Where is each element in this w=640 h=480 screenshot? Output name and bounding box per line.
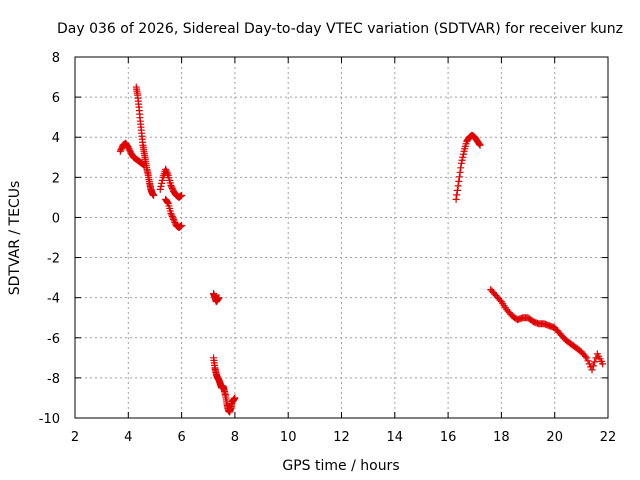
data-point-marker	[452, 195, 460, 203]
y-tick-label: -8	[47, 372, 60, 387]
data-point-marker	[116, 147, 124, 155]
y-tick-label: 0	[52, 211, 60, 226]
data-point-marker	[454, 182, 462, 190]
data-point-marker	[215, 294, 223, 302]
data-point-marker	[476, 141, 484, 149]
data-point-marker	[591, 358, 599, 366]
data-point-marker	[163, 168, 171, 176]
x-tick-label: 16	[440, 430, 457, 445]
y-tick-label: -2	[47, 252, 60, 267]
y-tick-label: 4	[52, 131, 60, 146]
x-tick-label: 6	[177, 430, 185, 445]
data-point-marker	[164, 198, 172, 206]
data-point-marker	[125, 145, 133, 153]
data-point-marker	[158, 179, 166, 187]
data-point-marker	[457, 159, 465, 167]
data-point-marker	[178, 221, 186, 229]
x-axis: 2 4 6 8 10 12 14 16 18 20 22	[71, 57, 616, 445]
data-point-marker	[162, 167, 170, 175]
data-point-marker	[168, 184, 176, 192]
y-tick-label: 2	[52, 171, 60, 186]
x-tick-label: 4	[124, 430, 132, 445]
data-point-marker	[178, 191, 186, 199]
data-point-marker	[171, 218, 179, 226]
data-point-marker	[585, 360, 593, 368]
data-point-marker	[124, 143, 132, 151]
data-point-marker	[459, 150, 467, 158]
data-point-marker	[458, 156, 466, 164]
data-point-marker	[117, 146, 125, 154]
data-point-marker	[118, 144, 126, 152]
data-point-marker	[583, 354, 591, 362]
data-point-marker	[599, 360, 607, 368]
y-tick-label: 8	[52, 51, 60, 66]
data-point-marker	[475, 140, 483, 148]
data-point-marker	[231, 394, 239, 402]
data-point-marker	[581, 352, 589, 360]
data-point-marker	[459, 153, 467, 161]
x-tick-label: 14	[387, 430, 404, 445]
data-point-marker	[157, 182, 165, 190]
data-point-marker	[584, 357, 592, 365]
data-point-marker	[453, 186, 461, 194]
x-tick-label: 8	[231, 430, 239, 445]
x-tick-label: 18	[493, 430, 510, 445]
x-tick-label: 2	[71, 430, 79, 445]
data-point-marker	[168, 211, 176, 219]
x-tick-label: 10	[280, 430, 297, 445]
data-point-marker	[126, 146, 134, 154]
chart-title: Day 036 of 2026, Sidereal Day-to-day VTE…	[57, 21, 623, 37]
y-axis: -10 -8 -6 -4 -2 0 2 4 6 8	[39, 51, 608, 427]
data-point-marker	[170, 215, 178, 223]
data-points	[116, 83, 607, 416]
data-point-marker	[455, 177, 463, 185]
data-point-marker	[453, 191, 461, 199]
y-axis-label: SDTVAR / TECUs	[7, 181, 23, 296]
x-axis-label: GPS time / hours	[282, 458, 399, 474]
data-point-marker	[589, 362, 597, 370]
data-point-marker	[170, 217, 178, 225]
y-tick-label: -10	[39, 412, 60, 427]
data-point-marker	[167, 181, 175, 189]
data-point-marker	[150, 191, 158, 199]
data-point-marker	[156, 185, 164, 193]
y-tick-label: 6	[52, 91, 60, 106]
x-tick-label: 22	[600, 430, 617, 445]
data-point-marker	[168, 212, 176, 220]
data-point-marker	[168, 183, 176, 191]
data-point-marker	[588, 366, 596, 374]
grid-lines	[75, 57, 608, 418]
data-point-marker	[455, 173, 463, 181]
x-tick-label: 20	[546, 430, 563, 445]
data-point-marker	[496, 296, 504, 304]
x-tick-label: 12	[333, 430, 350, 445]
y-tick-label: -4	[47, 292, 60, 307]
data-point-marker	[457, 164, 465, 172]
data-point-marker	[158, 176, 166, 184]
data-point-marker	[169, 214, 177, 222]
y-tick-label: -6	[47, 332, 60, 347]
data-point-marker	[162, 165, 170, 173]
data-point-marker	[164, 170, 172, 178]
data-point-marker	[456, 168, 464, 176]
data-point-marker	[167, 209, 175, 217]
